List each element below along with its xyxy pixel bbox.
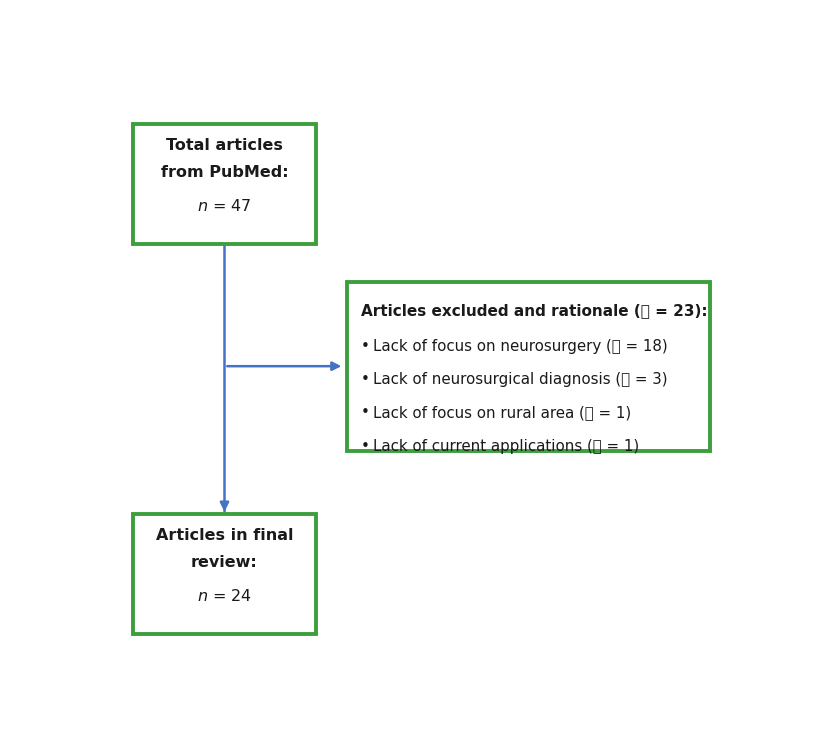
FancyBboxPatch shape: [133, 124, 315, 244]
Text: •: •: [361, 439, 370, 454]
Text: Lack of current applications (𝑛 = 1): Lack of current applications (𝑛 = 1): [372, 439, 639, 454]
Text: Articles in final: Articles in final: [156, 528, 293, 543]
Text: •: •: [361, 372, 370, 387]
Text: Articles excluded and rationale (𝑛 = 23):: Articles excluded and rationale (𝑛 = 23)…: [361, 303, 708, 318]
Text: from PubMed:: from PubMed:: [161, 165, 289, 180]
Text: Total articles: Total articles: [166, 138, 283, 153]
Text: Lack of focus on neurosurgery (𝑛 = 18): Lack of focus on neurosurgery (𝑛 = 18): [372, 339, 667, 354]
FancyBboxPatch shape: [347, 282, 710, 451]
Text: review:: review:: [191, 555, 258, 570]
Text: $n$ = 24: $n$ = 24: [197, 589, 252, 604]
Text: Lack of neurosurgical diagnosis (𝑛 = 3): Lack of neurosurgical diagnosis (𝑛 = 3): [372, 372, 667, 387]
Text: •: •: [361, 405, 370, 420]
FancyBboxPatch shape: [133, 514, 315, 635]
Text: •: •: [361, 339, 370, 354]
Text: Lack of focus on rural area (𝑛 = 1): Lack of focus on rural area (𝑛 = 1): [372, 405, 631, 420]
Text: $n$ = 47: $n$ = 47: [198, 198, 252, 215]
